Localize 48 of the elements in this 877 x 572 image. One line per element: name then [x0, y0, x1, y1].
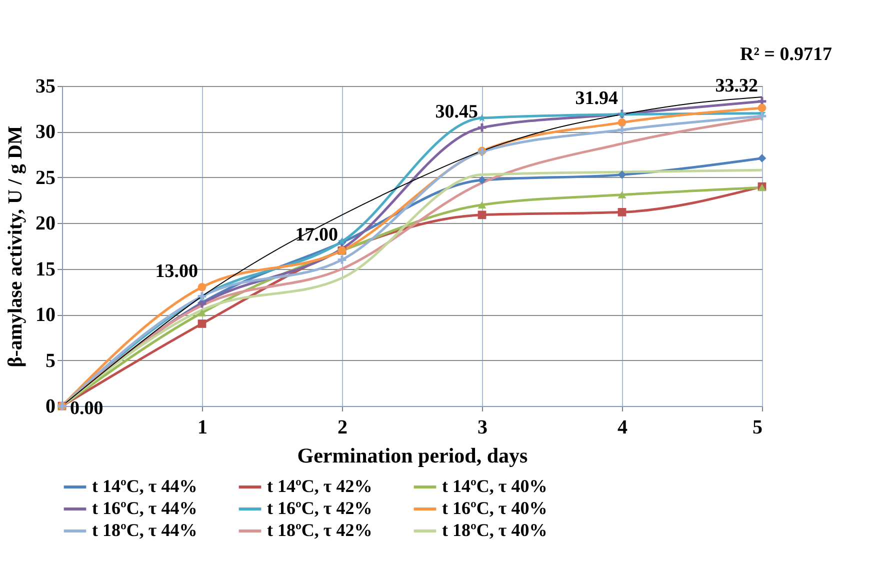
point [198, 309, 206, 316]
legend-label: t 14ºC, τ 44% [92, 476, 198, 496]
y-tick-label: 30 [36, 121, 56, 144]
point [478, 123, 486, 132]
annotation: 30.45 [435, 102, 478, 123]
y-tick-label: 35 [36, 76, 56, 98]
point [618, 208, 626, 216]
y-tick-label: 10 [36, 304, 56, 326]
legend-label: t 14ºC, τ 40% [442, 476, 548, 496]
point [478, 201, 486, 208]
point [618, 191, 626, 198]
y-tick-label: 5 [46, 350, 56, 372]
point [618, 170, 626, 179]
legend-label: t 16ºC, τ 40% [442, 498, 548, 518]
point [198, 282, 206, 292]
annotation: 17.00 [295, 224, 338, 246]
annotation: 33.32 [715, 75, 758, 96]
x-tick-label: 2 [338, 416, 348, 438]
legend-label: t 16ºC, τ 42% [267, 498, 372, 518]
point [198, 320, 206, 328]
point [758, 112, 766, 120]
point [618, 118, 626, 127]
y-axis-title: β-amylase activity, U / g DM [4, 126, 26, 368]
x-tick-label: 4 [618, 416, 628, 438]
y-tick-label: 20 [36, 212, 56, 235]
legend-label: t 18ºC, τ 40% [442, 520, 548, 540]
annotation: 13.00 [155, 261, 198, 282]
legend-label: t 18ºC, τ 44% [92, 520, 198, 540]
y-tick-label: 15 [36, 258, 56, 280]
annotation: 0.00 [70, 398, 104, 419]
point [758, 154, 766, 162]
y-tick-label: 0 [46, 396, 56, 418]
point [618, 126, 626, 134]
point [478, 210, 486, 220]
legend-label: t 16ºC, τ 44% [92, 498, 198, 518]
point [478, 114, 486, 122]
x-axis-title: Germination period, days [297, 444, 528, 468]
x-tick-label: 3 [478, 416, 488, 438]
x-tick-label: 5 [752, 416, 762, 438]
text: R² = 0.9717 [740, 44, 832, 65]
y-tick-label: 25 [36, 166, 56, 189]
legend-label: t 18ºC, τ 42% [267, 520, 372, 540]
point [478, 176, 486, 184]
point [338, 256, 346, 264]
point [758, 104, 766, 112]
annotation: 31.94 [575, 88, 618, 109]
legend-label: t 14ºC, τ 42% [267, 476, 372, 496]
x-tick-label: 1 [198, 416, 208, 438]
